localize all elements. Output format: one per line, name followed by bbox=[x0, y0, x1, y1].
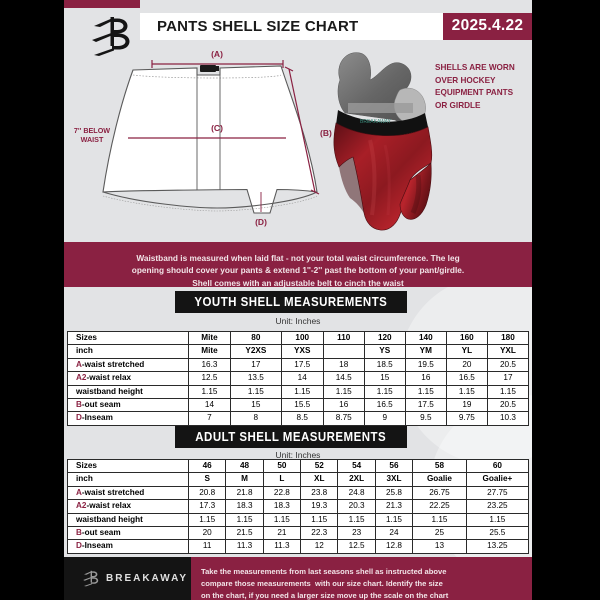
svg-text:(C): (C) bbox=[211, 123, 223, 133]
svg-text:BREAKAWAY: BREAKAWAY bbox=[360, 119, 392, 125]
svg-text:7'' BELOW: 7'' BELOW bbox=[74, 126, 110, 135]
svg-text:WAIST: WAIST bbox=[81, 135, 104, 144]
svg-text:(A): (A) bbox=[211, 49, 223, 59]
svg-text:(D): (D) bbox=[255, 217, 267, 227]
